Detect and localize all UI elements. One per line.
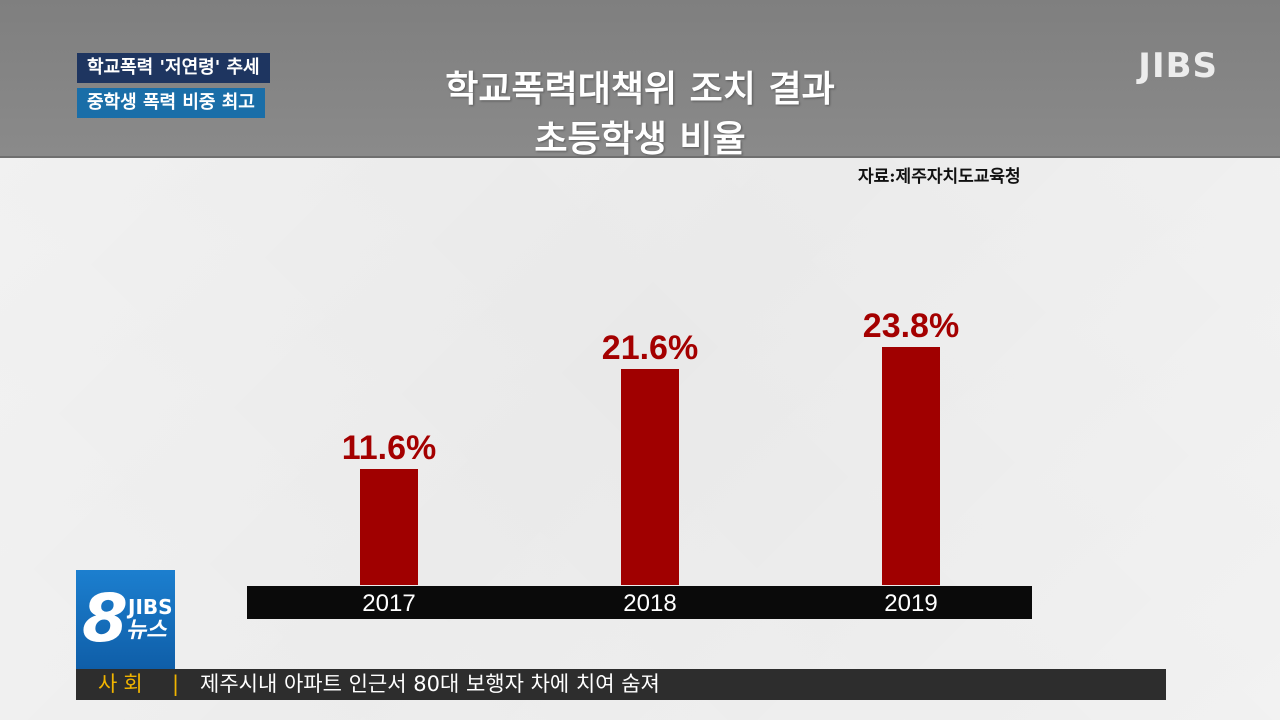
x-tick-2017: 2017	[362, 590, 415, 617]
value-label-2018: 21.6%	[602, 329, 698, 367]
badge-news-label: 뉴스	[126, 618, 167, 643]
bar-2017	[360, 469, 418, 585]
chart-title-line2: 초등학생 비율	[534, 119, 746, 160]
x-tick-2019: 2019	[884, 590, 937, 617]
ticker-category: 사회	[98, 672, 149, 696]
channel-logo: JIBS	[1138, 46, 1218, 86]
bar-2019	[882, 347, 940, 585]
value-label-2019: 23.8%	[863, 307, 959, 345]
news-caption-primary: 학교폭력 '저연령' 추세	[77, 53, 270, 83]
ticker-separator: |	[172, 672, 180, 696]
x-tick-2018: 2018	[623, 590, 676, 617]
bar-2018	[621, 369, 679, 585]
chart-title-line1: 학교폭력대책위 조치 결과	[445, 69, 835, 110]
value-label-2017: 11.6%	[342, 429, 437, 467]
news-program-badge: 8 JIBS 뉴스	[76, 570, 175, 669]
x-axis-band	[247, 586, 1032, 619]
news-ticker: 사회 | 제주시내 아파트 인근서 80대 보행자 차에 치여 숨져	[76, 669, 1166, 700]
news-caption-secondary: 중학생 폭력 비중 최고	[77, 88, 265, 118]
ticker-headline: 제주시내 아파트 인근서 80대 보행자 차에 치여 숨져	[200, 672, 660, 696]
badge-number: 8	[82, 580, 128, 657]
badge-brand: JIBS	[128, 595, 173, 619]
source-label: 자료:제주자치도교육청	[858, 167, 1021, 187]
